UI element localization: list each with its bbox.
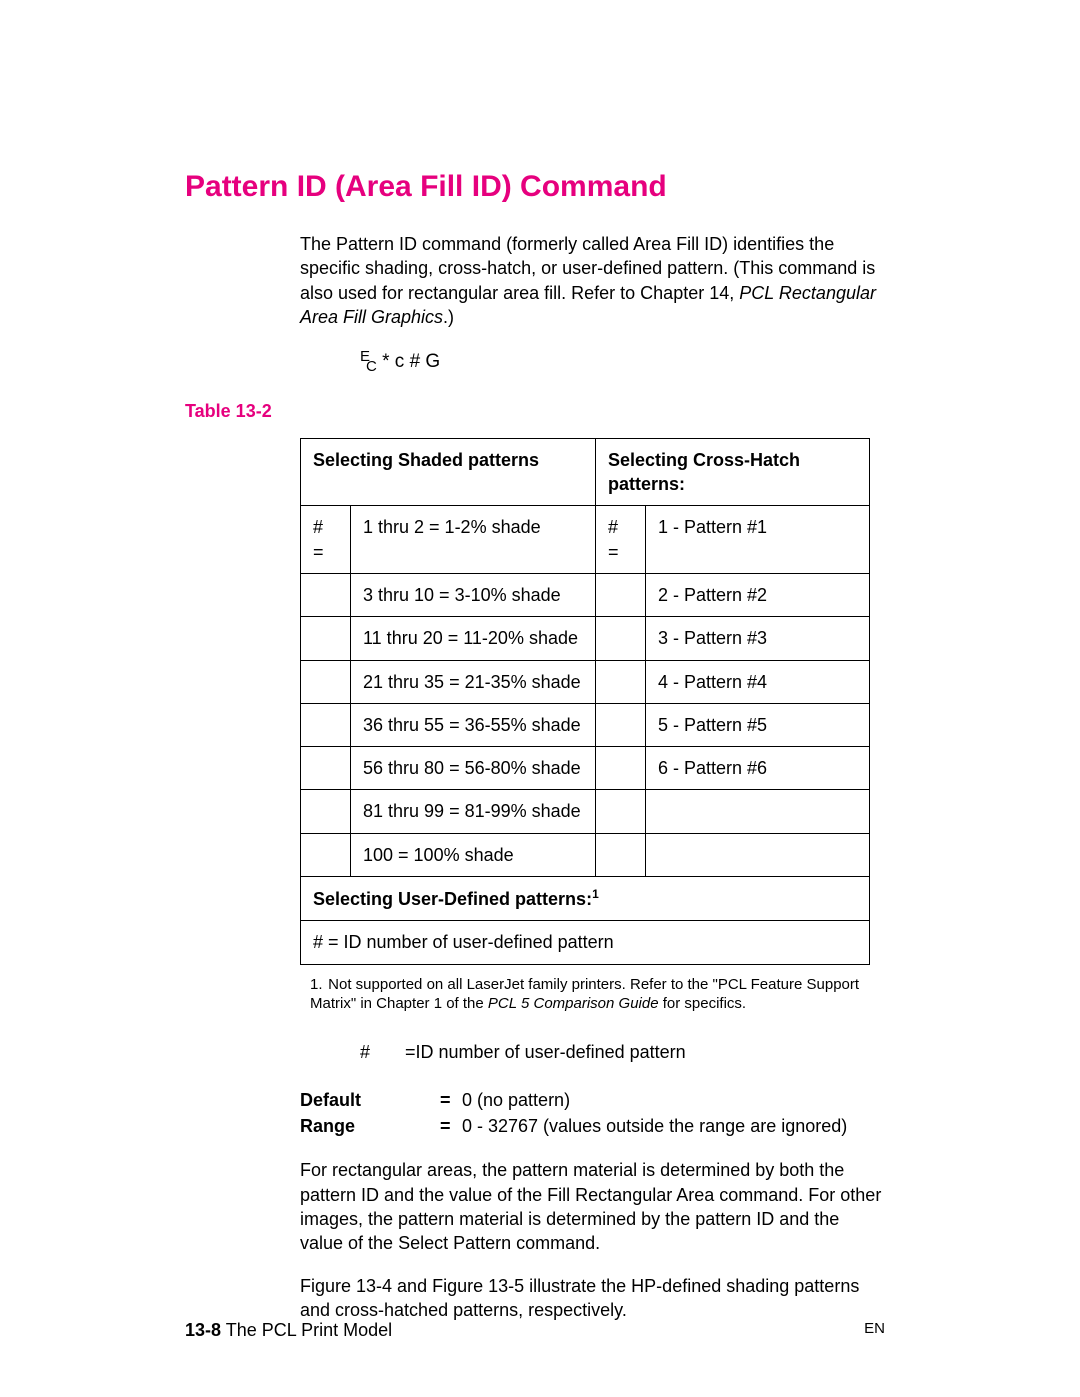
default-label: Default bbox=[300, 1088, 440, 1112]
table-row: 56 thru 80 = 56-80% shade 6 - Pattern #6 bbox=[301, 747, 870, 790]
footnote-num: 1. bbox=[310, 975, 324, 995]
table-row: 100 = 100% shade bbox=[301, 833, 870, 876]
hash-cell bbox=[301, 833, 351, 876]
shade-cell: 56 thru 80 = 56-80% shade bbox=[351, 747, 596, 790]
hash-cell bbox=[596, 617, 646, 660]
chapter-title: The PCL Print Model bbox=[226, 1320, 392, 1340]
id-eq: = bbox=[405, 1042, 416, 1062]
syntax-c: C bbox=[366, 358, 377, 375]
page-footer: 13-8 The PCL Print Model EN bbox=[185, 1320, 885, 1341]
footer-left: 13-8 The PCL Print Model bbox=[185, 1320, 392, 1341]
table-label: Table 13-2 bbox=[185, 399, 885, 423]
shade-cell: 3 thru 10 = 3-10% shade bbox=[351, 573, 596, 616]
default-eq: = bbox=[440, 1088, 462, 1112]
range-row: Range = 0 - 32767 (values outside the ra… bbox=[300, 1114, 885, 1138]
footnote-text-b: for specifics. bbox=[659, 995, 747, 1012]
hash-cell bbox=[596, 833, 646, 876]
hash-cell bbox=[301, 573, 351, 616]
hash-cell: # = bbox=[596, 506, 646, 574]
footer-right: EN bbox=[864, 1320, 885, 1341]
default-row: Default = 0 (no pattern) bbox=[300, 1088, 885, 1112]
cross-cell: 6 - Pattern #6 bbox=[646, 747, 870, 790]
footnote: 1. Not supported on all LaserJet family … bbox=[310, 975, 885, 1014]
pattern-table: Selecting Shaded patterns Selecting Cros… bbox=[300, 438, 870, 965]
page-number: 13-8 bbox=[185, 1320, 221, 1340]
shade-cell: 21 thru 35 = 21-35% shade bbox=[351, 660, 596, 703]
cross-cell: 2 - Pattern #2 bbox=[646, 573, 870, 616]
hash-cell bbox=[301, 660, 351, 703]
table-row-userdef-header: Selecting User-Defined patterns:1 bbox=[301, 877, 870, 921]
cross-cell bbox=[646, 790, 870, 833]
page-title: Pattern ID (Area Fill ID) Command bbox=[185, 170, 885, 204]
intro-after: .) bbox=[443, 307, 454, 327]
hash-cell bbox=[596, 747, 646, 790]
syntax-rest: * c # G bbox=[377, 351, 440, 372]
table-row: # = 1 thru 2 = 1-2% shade # = 1 - Patter… bbox=[301, 506, 870, 574]
range-eq: = bbox=[440, 1114, 462, 1138]
footnote-italic: PCL 5 Comparison Guide bbox=[488, 995, 659, 1012]
table-row: 21 thru 35 = 21-35% shade 4 - Pattern #4 bbox=[301, 660, 870, 703]
escape-syntax: EC * c # G bbox=[360, 347, 885, 377]
hash-cell bbox=[596, 573, 646, 616]
shade-cell: 1 thru 2 = 1-2% shade bbox=[351, 506, 596, 574]
userdef-sup: 1 bbox=[592, 887, 599, 901]
cross-cell: 1 - Pattern #1 bbox=[646, 506, 870, 574]
userdef-cell: # = ID number of user-defined pattern bbox=[301, 921, 870, 964]
table-row: 3 thru 10 = 3-10% shade 2 - Pattern #2 bbox=[301, 573, 870, 616]
range-label: Range bbox=[300, 1114, 440, 1138]
table-row-userdef: # = ID number of user-defined pattern bbox=[301, 921, 870, 964]
hash-cell bbox=[301, 703, 351, 746]
table-row: 11 thru 20 = 11-20% shade 3 - Pattern #3 bbox=[301, 617, 870, 660]
cross-cell: 3 - Pattern #3 bbox=[646, 617, 870, 660]
userdef-header-text: Selecting User-Defined patterns: bbox=[313, 889, 592, 909]
hash-cell bbox=[596, 703, 646, 746]
shade-cell: 11 thru 20 = 11-20% shade bbox=[351, 617, 596, 660]
range-value: 0 - 32767 (values outside the range are … bbox=[462, 1114, 847, 1138]
header-cross: Selecting Cross-Hatch patterns: bbox=[596, 438, 870, 506]
hash-cell bbox=[596, 790, 646, 833]
paragraph-2: Figure 13-4 and Figure 13-5 illustrate t… bbox=[300, 1274, 885, 1323]
default-value: 0 (no pattern) bbox=[462, 1088, 570, 1112]
cross-cell: 4 - Pattern #4 bbox=[646, 660, 870, 703]
content-region: The Pattern ID command (formerly called … bbox=[300, 232, 885, 1322]
id-definition: # =ID number of user-defined pattern bbox=[300, 1040, 885, 1064]
header-shaded: Selecting Shaded patterns bbox=[301, 438, 596, 506]
shade-cell: 36 thru 55 = 36-55% shade bbox=[351, 703, 596, 746]
paragraph-1: For rectangular areas, the pattern mater… bbox=[300, 1158, 885, 1255]
hash-cell bbox=[301, 617, 351, 660]
shade-cell: 81 thru 99 = 81-99% shade bbox=[351, 790, 596, 833]
params-block: Default = 0 (no pattern) Range = 0 - 327… bbox=[300, 1088, 885, 1139]
table-row: 81 thru 99 = 81-99% shade bbox=[301, 790, 870, 833]
table-row: 36 thru 55 = 36-55% shade 5 - Pattern #5 bbox=[301, 703, 870, 746]
hash-cell bbox=[596, 660, 646, 703]
hash-cell bbox=[301, 747, 351, 790]
id-hash: # bbox=[360, 1040, 400, 1064]
id-text: ID number of user-defined pattern bbox=[416, 1042, 686, 1062]
cross-cell bbox=[646, 833, 870, 876]
table-header-row: Selecting Shaded patterns Selecting Cros… bbox=[301, 438, 870, 506]
cross-cell: 5 - Pattern #5 bbox=[646, 703, 870, 746]
hash-cell bbox=[301, 790, 351, 833]
intro-paragraph: The Pattern ID command (formerly called … bbox=[300, 232, 885, 329]
userdef-header: Selecting User-Defined patterns:1 bbox=[301, 877, 870, 921]
shade-cell: 100 = 100% shade bbox=[351, 833, 596, 876]
hash-cell: # = bbox=[301, 506, 351, 574]
